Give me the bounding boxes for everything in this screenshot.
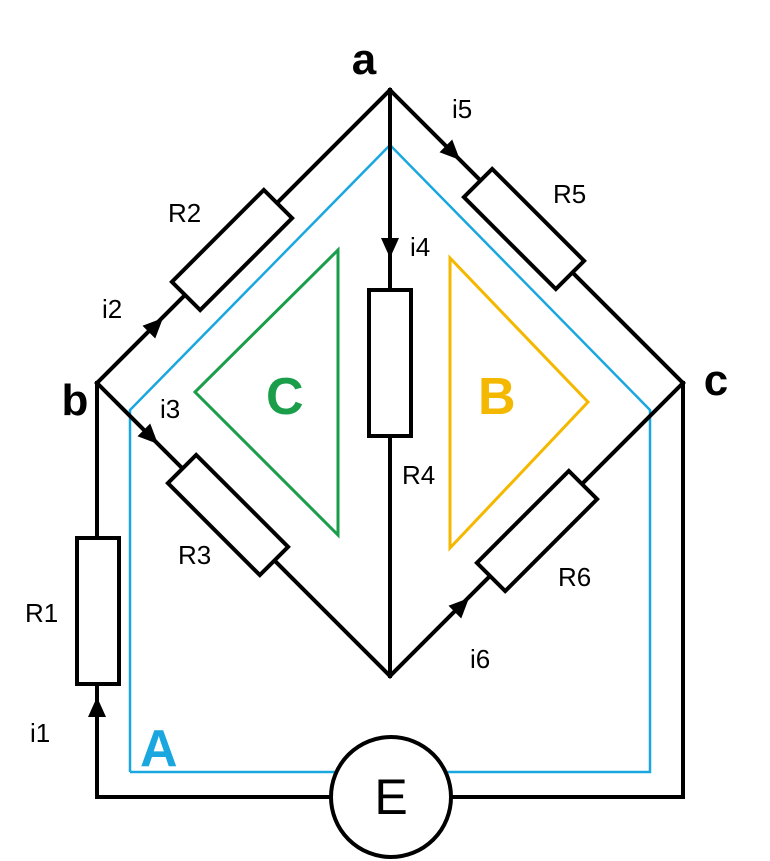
loop-c-path xyxy=(192,246,340,539)
current-arrow-i1 xyxy=(88,697,106,717)
current-i6-label: i6 xyxy=(470,644,490,674)
node-b-label: b xyxy=(62,376,89,425)
wires xyxy=(94,87,686,799)
resistor-r4 xyxy=(367,288,413,438)
loop-c-label: C xyxy=(266,368,304,426)
current-i2-label: i2 xyxy=(102,294,122,324)
current-arrow-i6 xyxy=(448,598,469,619)
resistor-r1 xyxy=(75,536,121,686)
resistor-r3-label: R3 xyxy=(178,540,211,570)
loop-b-path xyxy=(448,254,591,552)
node-a-label: a xyxy=(352,35,377,84)
loop-a-path xyxy=(128,143,652,774)
current-arrow-i5 xyxy=(439,139,460,160)
resistor-r1-label: R1 xyxy=(25,598,58,628)
current-i4-label: i4 xyxy=(410,232,430,262)
resistor-r6-label: R6 xyxy=(558,562,591,592)
resistor-r4-label: R4 xyxy=(402,460,435,490)
current-i3-label: i3 xyxy=(160,394,180,424)
resistor-r2-label: R2 xyxy=(168,198,201,228)
node-c-label: c xyxy=(704,356,728,405)
resistor-r5-label: R5 xyxy=(553,179,586,209)
resistor-r5 xyxy=(461,166,587,292)
resistor-r2 xyxy=(169,187,295,313)
current-arrow-i4 xyxy=(381,238,399,258)
loop-a-label: A xyxy=(140,720,178,778)
current-arrow-i2 xyxy=(142,318,163,339)
resistor-r3 xyxy=(165,452,291,578)
resistor-r6 xyxy=(474,468,600,594)
voltage-source xyxy=(329,735,453,859)
current-i1-label: i1 xyxy=(30,718,50,748)
loop-b-label: B xyxy=(478,368,516,426)
current-i5-label: i5 xyxy=(452,94,472,124)
voltage-source-label: E xyxy=(374,769,407,825)
current-arrow-i3 xyxy=(137,423,158,444)
